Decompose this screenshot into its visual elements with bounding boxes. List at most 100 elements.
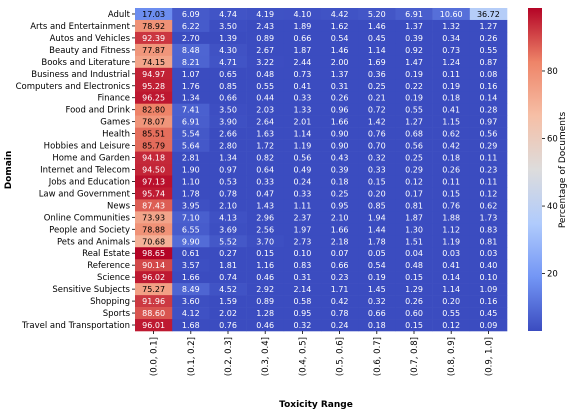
cell-value-label: 6.22 (182, 22, 200, 31)
cell-value-label: 0.96 (331, 106, 349, 115)
heatmap-cell (469, 163, 508, 176)
heatmap-cell (135, 79, 173, 93)
cell-value-label: 2.67 (256, 46, 274, 55)
cell-value-label: 0.33 (293, 94, 311, 103)
cell-value-label: 0.03 (479, 249, 497, 258)
heatmap-cell (209, 211, 247, 224)
x-tick-label: (0.4, 0.5] (298, 337, 308, 376)
heatmap-cell (283, 295, 322, 308)
heatmap-cell (209, 271, 247, 284)
heatmap-cell (358, 91, 396, 104)
y-tick-label: Autos and Vehicles (50, 34, 131, 44)
cell-value-label: 0.09 (479, 321, 497, 330)
heatmap-cell (469, 115, 508, 128)
heatmap-cell (395, 271, 433, 284)
cell-value-label: 0.64 (256, 166, 274, 175)
cell-value-label: 1.28 (256, 309, 274, 318)
cell-value-label: 1.11 (293, 201, 311, 210)
heatmap-cell (283, 235, 322, 248)
cell-value-label: 0.44 (256, 94, 274, 103)
heatmap-cell (432, 163, 471, 176)
cell-value-label: 0.14 (479, 94, 497, 103)
heatmap-cell (172, 115, 210, 128)
cell-value-label: 3.22 (256, 58, 274, 67)
cell-value-label: 1.29 (405, 285, 423, 294)
heatmap-cell (172, 235, 210, 248)
heatmap-cell (246, 139, 285, 152)
cell-value-label: 0.53 (219, 177, 237, 186)
cell-value-label: 2.10 (331, 213, 349, 222)
heatmap-cell (432, 79, 471, 93)
heatmap-cell (135, 91, 173, 104)
cell-value-label: 2.10 (219, 201, 237, 210)
cell-value-label: 1.69 (368, 58, 386, 67)
cell-value-label: 0.41 (293, 82, 311, 91)
heatmap-cell (321, 19, 359, 33)
cell-value-label: 94.18 (142, 154, 165, 163)
y-axis-label: Domain (4, 151, 14, 190)
cell-value-label: 0.22 (405, 82, 423, 91)
cell-value-label: 4.30 (219, 46, 237, 55)
heatmap-cell (358, 127, 396, 140)
heatmap-cell (209, 91, 247, 104)
heatmap-cell (283, 31, 322, 45)
cell-value-label: 0.15 (256, 249, 274, 258)
heatmap-cell (395, 139, 433, 152)
heatmap-cell (283, 175, 322, 188)
heatmap-cell (172, 259, 210, 272)
x-tick-label: (0.3, 0.4] (261, 337, 271, 376)
heatmap-cell (358, 151, 396, 164)
heatmap-cell (358, 79, 396, 93)
heatmap-cell (432, 91, 471, 104)
cell-value-label: 0.56 (479, 130, 497, 139)
heatmap-cell (321, 55, 359, 69)
heatmap-cell (358, 271, 396, 284)
cell-value-label: 1.87 (293, 46, 311, 55)
cell-value-label: 0.15 (368, 177, 386, 186)
cell-value-label: 0.89 (256, 297, 274, 306)
heatmap-cell (135, 223, 173, 236)
heatmap-cell (135, 187, 173, 200)
heatmap-cell (358, 247, 396, 260)
cell-value-label: 98.65 (142, 249, 165, 258)
cell-value-label: 6.55 (182, 225, 200, 234)
cell-value-label: 1.37 (405, 22, 423, 31)
heatmap-cell (321, 79, 359, 93)
cell-value-label: 0.10 (479, 273, 497, 282)
heatmap-cell (172, 223, 210, 236)
cell-value-label: 0.18 (331, 177, 349, 186)
cell-value-label: 0.05 (368, 249, 386, 258)
cell-value-label: 0.29 (405, 166, 423, 175)
cell-value-label: 0.56 (405, 142, 423, 151)
cell-value-label: 0.78 (331, 309, 349, 318)
heatmap-cell (358, 139, 396, 152)
cell-value-label: 0.33 (293, 189, 311, 198)
cell-value-label: 1.09 (479, 285, 497, 294)
heatmap-cell (469, 67, 508, 81)
cell-value-label: 2.43 (256, 22, 274, 31)
heatmap-cell (209, 247, 247, 260)
heatmap-cell (321, 247, 359, 260)
cell-value-label: 1.90 (182, 166, 200, 175)
cell-value-label: 77.87 (142, 46, 165, 55)
heatmap-cell (209, 259, 247, 272)
cell-value-label: 0.28 (479, 106, 497, 115)
cell-value-label: 0.40 (479, 261, 497, 270)
cell-value-label: 1.71 (331, 285, 349, 294)
heatmap-cell (172, 91, 210, 104)
heatmap-cell (358, 55, 396, 69)
heatmap-cell (283, 91, 322, 104)
cell-value-label: 96.25 (142, 94, 165, 103)
cell-value-label: 1.12 (442, 225, 460, 234)
heatmap-cell (358, 103, 396, 116)
heatmap-cell (172, 187, 210, 200)
y-tick-label: Reference (87, 261, 130, 271)
cell-value-label: 1.59 (219, 297, 237, 306)
heatmap-cell (395, 8, 433, 21)
heatmap-cell (395, 211, 433, 224)
cell-value-label: 94.50 (142, 166, 165, 175)
heatmap-cell (432, 199, 471, 212)
heatmap-cell (209, 319, 247, 332)
heatmap-cell (283, 199, 322, 212)
heatmap-cell (135, 211, 173, 224)
